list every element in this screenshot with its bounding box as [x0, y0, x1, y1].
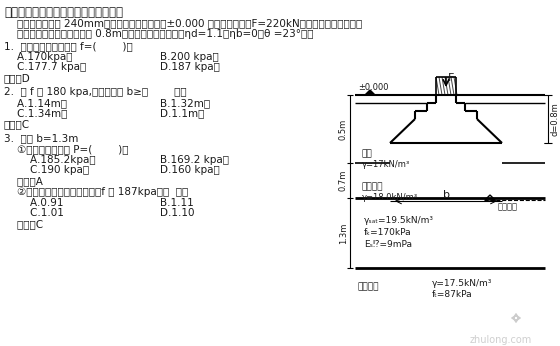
Text: 特性指标如图示，基础埋深 0.8m，采用墙下条形基础（ηd=1.1，ηb=0，θ =23°）？: 特性指标如图示，基础埋深 0.8m，采用墙下条形基础（ηd=1.1，ηb=0，θ…	[4, 29, 314, 39]
Text: ±0.000: ±0.000	[358, 83, 389, 92]
Text: B.1.11: B.1.11	[160, 198, 194, 208]
Text: ②持力层承载力满足系数为（f 取 187kpa）（  ）。: ②持力层承载力满足系数为（f 取 187kpa）（ ）。	[4, 187, 188, 197]
Text: C.1.34m；: C.1.34m；	[4, 108, 67, 118]
Text: b: b	[442, 190, 450, 200]
Text: F: F	[448, 73, 454, 83]
Text: fₖ=170kPa: fₖ=170kPa	[364, 228, 412, 237]
Text: B.169.2 kpa；: B.169.2 kpa；	[160, 155, 229, 165]
Text: 淤质粘土: 淤质粘土	[362, 182, 384, 191]
Text: 淤泥质土: 淤泥质土	[358, 282, 380, 291]
Text: Eₛ⁉=9mPa: Eₛ⁉=9mPa	[364, 240, 412, 249]
Text: A.1.14m；: A.1.14m；	[4, 98, 67, 108]
Text: D.160 kpa；: D.160 kpa；	[160, 165, 220, 175]
Text: 地下水位: 地下水位	[498, 202, 518, 211]
Text: 一、确定基底尺寸，验算软弱下卧层：: 一、确定基底尺寸，验算软弱下卧层：	[4, 6, 123, 19]
Text: A.170kpa；: A.170kpa；	[4, 52, 72, 62]
Text: 某住宅底层墙厚 240mm，每米长度承重墙传至±0.000 处的荷载设计值F=220kN，地质剖面及土的工程: 某住宅底层墙厚 240mm，每米长度承重墙传至±0.000 处的荷载设计值F=2…	[4, 18, 362, 28]
Text: 2.  若 f 取 180 kpa,则基底宽度 b≥（        ）？: 2. 若 f 取 180 kpa,则基底宽度 b≥（ ）？	[4, 87, 186, 97]
Text: B.200 kpa；: B.200 kpa；	[160, 52, 219, 62]
Text: fₜ=87kPa: fₜ=87kPa	[432, 290, 473, 299]
Text: A.185.2kpa；: A.185.2kpa；	[4, 155, 96, 165]
Text: 答案：D: 答案：D	[4, 73, 31, 83]
Text: d=0.8m: d=0.8m	[550, 102, 559, 136]
Text: 0.7m: 0.7m	[339, 170, 348, 191]
Text: 0.5m: 0.5m	[339, 118, 348, 140]
Text: C.177.7 kpa；: C.177.7 kpa；	[4, 62, 86, 72]
Text: D.187 kpa；: D.187 kpa；	[160, 62, 220, 72]
Text: zhulong.com: zhulong.com	[470, 335, 532, 345]
Text: C.1.01: C.1.01	[4, 208, 64, 218]
Text: γ=18.0kN/m³: γ=18.0kN/m³	[362, 193, 418, 202]
Text: D.1.10: D.1.10	[160, 208, 194, 218]
Text: ①基底处实际压力 P=(        )？: ①基底处实际压力 P=( )？	[4, 144, 128, 154]
Text: D.1.1m；: D.1.1m；	[160, 108, 204, 118]
Text: 3.  若取 b=1.3m: 3. 若取 b=1.3m	[4, 133, 78, 143]
Text: B.1.32m；: B.1.32m；	[160, 98, 210, 108]
Text: C.190 kpa；: C.190 kpa；	[4, 165, 89, 175]
Text: 1.  持力层承载力设计值 f=(        )？: 1. 持力层承载力设计值 f=( )？	[4, 41, 133, 51]
Polygon shape	[365, 90, 375, 95]
Text: 1.3m: 1.3m	[339, 222, 348, 244]
Text: 答案：C: 答案：C	[4, 119, 30, 129]
Text: γ=17kN/m³: γ=17kN/m³	[362, 160, 410, 169]
Text: 填土: 填土	[362, 149, 373, 158]
Text: 答案：C: 答案：C	[4, 219, 43, 229]
Text: A.0.91: A.0.91	[4, 198, 63, 208]
Text: γ=17.5kN/m³: γ=17.5kN/m³	[432, 279, 492, 288]
Text: γₛₐₜ=19.5kN/m³: γₛₐₜ=19.5kN/m³	[364, 216, 434, 225]
Text: 答案：A: 答案：A	[4, 176, 43, 186]
